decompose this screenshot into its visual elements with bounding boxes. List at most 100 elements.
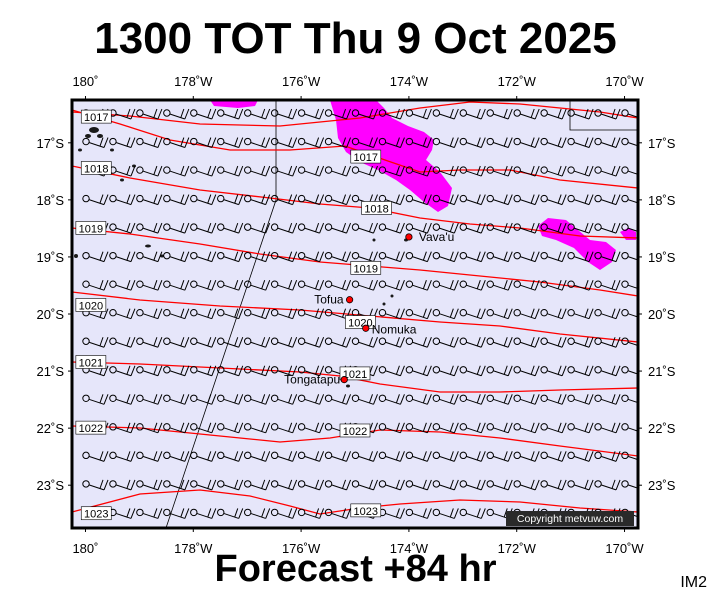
wind-barb	[378, 337, 405, 348]
wind-barb	[594, 165, 621, 177]
wind-barb	[459, 365, 486, 377]
wind-barb	[109, 365, 136, 377]
wind-barb	[324, 165, 352, 177]
lon-tick-bottom: 170˚W	[605, 541, 644, 556]
wind-barb	[567, 108, 594, 120]
place-marker: Nomuka	[362, 322, 417, 336]
wind-barb	[567, 394, 594, 405]
wind-barb	[621, 394, 638, 404]
wind-barb	[109, 422, 136, 434]
lat-tick-left: 18˚S	[37, 193, 65, 208]
isobar-label-text: 1022	[343, 426, 367, 438]
wind-barb	[109, 394, 136, 405]
wind-barb	[324, 337, 352, 348]
wind-barb	[190, 108, 217, 120]
wind-barb	[378, 365, 405, 377]
wind-barb	[351, 279, 378, 291]
wind-barb	[405, 308, 432, 320]
wind-barb-layer	[82, 108, 638, 519]
wind-barb	[136, 279, 163, 291]
wind-barb	[324, 251, 352, 263]
wind-barb	[513, 422, 540, 434]
wind-barb	[297, 451, 325, 462]
lon-tick-top: 178˚W	[174, 74, 213, 89]
isobar-line	[72, 489, 638, 515]
wind-barb	[163, 394, 190, 405]
wind-barb	[594, 394, 621, 405]
place-marker: Tofua	[314, 293, 354, 307]
isobar-label: 1023	[80, 506, 112, 521]
place-label: Tofua	[314, 293, 344, 307]
wind-barb	[567, 365, 594, 377]
wind-barb	[136, 222, 163, 234]
island	[78, 148, 82, 152]
wind-barb	[217, 337, 244, 348]
wind-barb	[405, 194, 432, 206]
wind-barb	[486, 394, 513, 405]
wind-barb	[540, 222, 567, 234]
isobar-label-text: 1022	[79, 423, 103, 435]
wind-barb	[163, 222, 190, 234]
wind-barb	[459, 165, 486, 177]
isobar-label: 1017	[350, 149, 382, 164]
wind-barb	[486, 194, 513, 206]
lat-tick-right: 23˚S	[648, 478, 676, 493]
isobar-line	[72, 101, 638, 127]
wind-barb	[217, 451, 244, 462]
copyright-text: Copyright metvuw.com	[517, 513, 623, 525]
wind-barb	[405, 451, 432, 462]
island	[346, 384, 350, 388]
wind-barb	[459, 137, 486, 149]
wind-barb	[324, 108, 352, 120]
wind-barb	[540, 394, 567, 405]
island	[89, 127, 99, 133]
wind-barb	[621, 309, 638, 318]
lat-tick-left: 19˚S	[37, 250, 65, 265]
isobar-label-text: 1023	[354, 506, 378, 518]
isobar-label: 1018	[361, 201, 392, 215]
isobar-label: 1022	[339, 423, 371, 438]
wind-barb	[405, 365, 432, 377]
wind-barb	[82, 251, 109, 263]
wind-barb	[351, 108, 378, 120]
wind-barb	[594, 365, 621, 377]
wind-barb	[136, 508, 163, 519]
wind-barb	[378, 222, 405, 234]
wind-barb	[459, 308, 486, 320]
place-dot	[362, 324, 370, 332]
wind-barb	[136, 479, 163, 491]
wind-barb	[621, 223, 638, 232]
wind-barb	[432, 451, 459, 462]
wind-barb	[217, 251, 244, 263]
wind-barb	[297, 251, 325, 263]
wind-barb	[297, 308, 325, 320]
forecast-label: Forecast +84 hr	[214, 548, 497, 590]
wind-barb	[297, 508, 325, 519]
wind-barb	[163, 308, 190, 320]
wind-barb	[190, 451, 217, 462]
wind-barb	[190, 308, 217, 320]
wind-barb	[432, 479, 459, 491]
island	[160, 254, 164, 258]
wind-barb	[351, 137, 378, 149]
wind-barb	[297, 365, 325, 377]
wind-barb	[324, 194, 352, 206]
wind-barb	[405, 222, 432, 234]
wind-barb	[351, 394, 378, 405]
wind-barb	[163, 165, 190, 177]
wind-barb	[432, 394, 459, 405]
wind-barb	[297, 194, 325, 206]
lon-tick-top: 174˚W	[390, 74, 429, 89]
lat-tick-right: 18˚S	[648, 193, 676, 208]
island	[390, 294, 394, 298]
wind-barb	[270, 108, 298, 120]
wind-barb	[190, 194, 217, 206]
place-dot	[405, 233, 413, 241]
lon-tick-bottom: 178˚W	[174, 541, 213, 556]
wind-barb	[432, 137, 459, 149]
wind-barb	[217, 394, 244, 405]
place-marker: Tongatapu	[284, 373, 348, 387]
wind-barb	[567, 165, 594, 177]
wind-barb	[486, 451, 513, 462]
